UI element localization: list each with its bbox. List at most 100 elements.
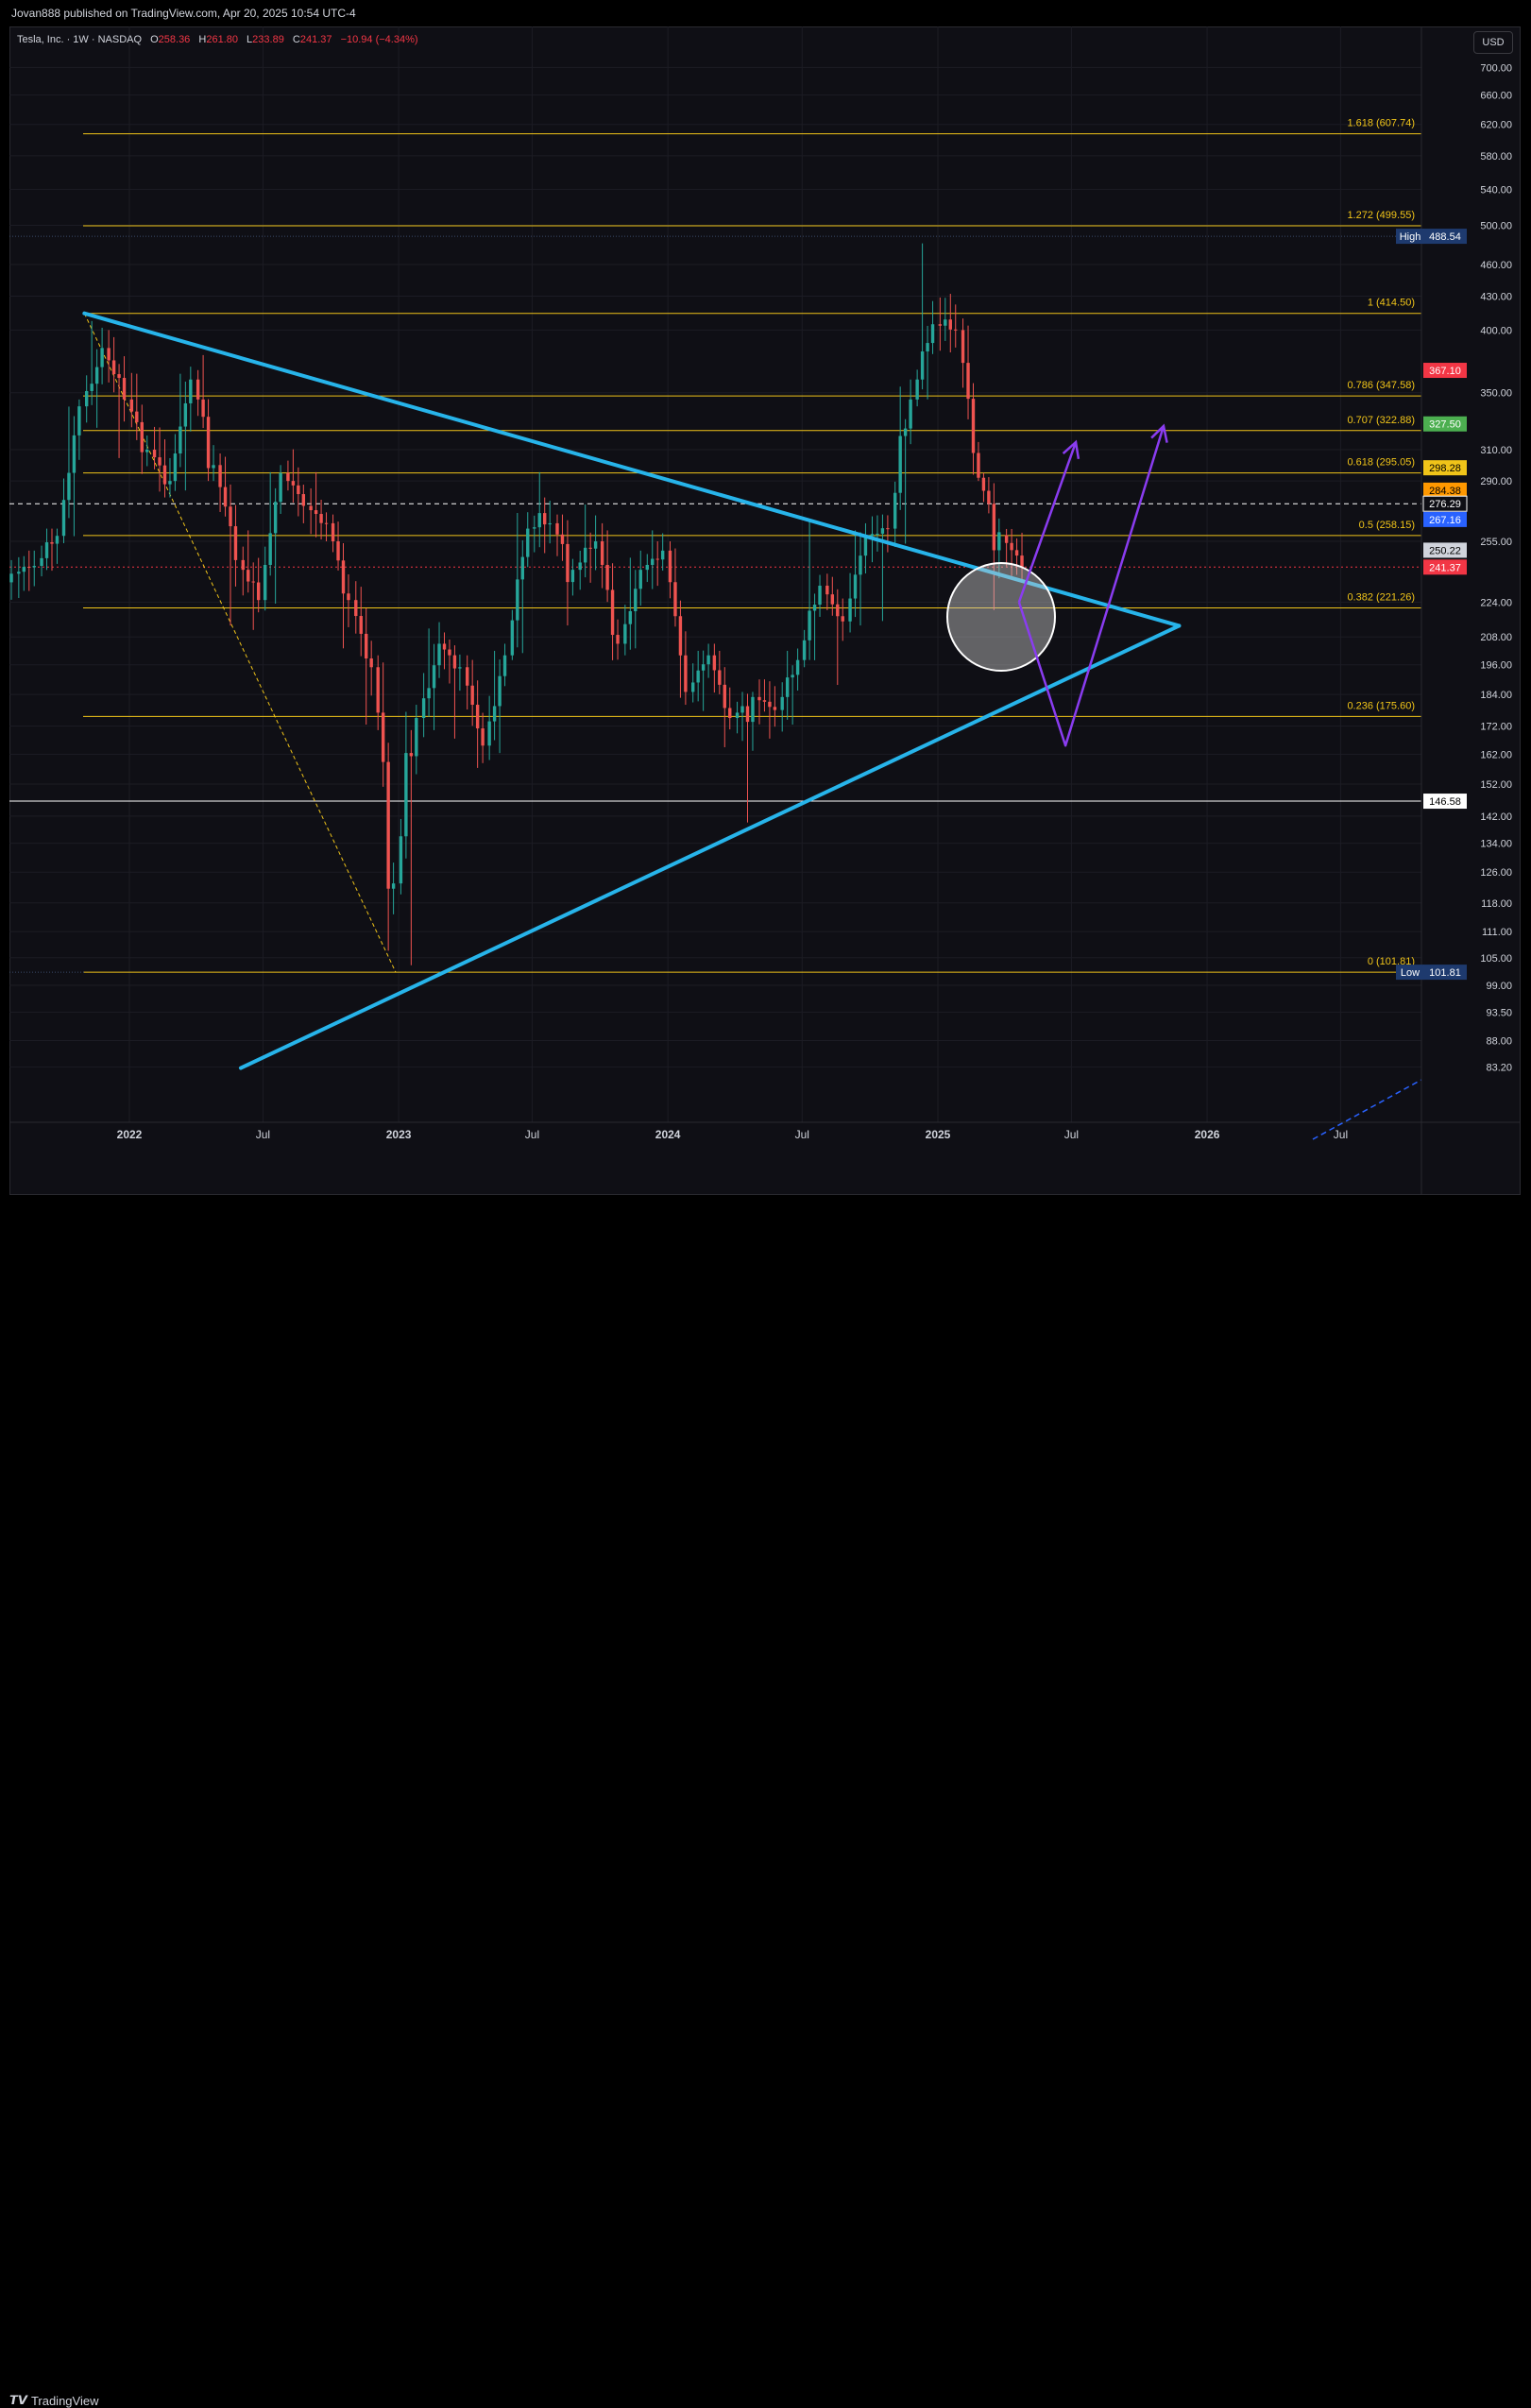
price-tick-label: 118.00	[1481, 898, 1512, 910]
fib-level-label: 1.618 (607.74)	[1347, 118, 1415, 129]
candle-body	[728, 708, 732, 719]
price-tag-bg	[1423, 460, 1467, 476]
price-tick-label: 105.00	[1480, 953, 1512, 965]
candle-body	[117, 374, 121, 379]
price-tick-label: 620.00	[1480, 120, 1512, 131]
candle-body	[578, 562, 582, 571]
candle-body	[537, 513, 541, 528]
trendline	[82, 311, 1182, 628]
price-tick-label: 208.00	[1480, 632, 1512, 643]
candle-body	[701, 664, 706, 671]
highlight-circle[interactable]	[946, 562, 1056, 672]
candle-body	[94, 367, 99, 384]
highlight-circle-shape	[946, 562, 1056, 672]
fib-level-label: 0.786 (347.58)	[1347, 380, 1415, 391]
price-tag-value: 298.28	[1429, 463, 1461, 474]
time-tick-label: 2024	[655, 1128, 681, 1141]
tradingview-logo[interactable]: 𝙏𝙑 TradingView	[9, 2393, 98, 2408]
time-axis[interactable]: 2022 Jul 2023 Jul 2024 Jul 2025 Jul 2026 Jul	[9, 1121, 1521, 1141]
candle-body	[987, 490, 991, 504]
fib-level-label: 0.382 (221.26)	[1347, 592, 1415, 604]
projection-paths[interactable]	[1017, 423, 1168, 747]
candle-body	[588, 547, 592, 549]
high-label: H	[198, 34, 207, 45]
price-tag-bg	[1422, 495, 1468, 512]
candle-body	[251, 581, 255, 583]
price-axis[interactable]: 700.00 660.00 620.00 580.00 540.00 500.00 460.…	[1420, 26, 1512, 1195]
price-tick-label: 580.00	[1480, 151, 1512, 162]
candle-body	[944, 319, 947, 326]
price-tag-value: 267.16	[1429, 515, 1461, 526]
candle-body	[145, 450, 149, 453]
candle-body	[548, 522, 552, 525]
candle-body	[791, 675, 794, 678]
fib-level-label: 0.236 (175.60)	[1347, 700, 1415, 711]
price-tag-bg	[1423, 542, 1467, 558]
candle-body	[673, 582, 677, 617]
candle-body	[920, 351, 925, 380]
candle-body	[336, 541, 340, 561]
currency-button[interactable]: USD	[1473, 31, 1513, 54]
horizontal-lines[interactable]	[9, 235, 1421, 973]
candle-body	[67, 472, 71, 501]
candle-body	[301, 494, 306, 506]
candle-body	[409, 753, 414, 757]
price-tag-value: 146.58	[1429, 796, 1461, 808]
price-tag-bg	[1423, 965, 1467, 981]
candle-body	[44, 542, 49, 558]
open-value: 258.36	[158, 34, 191, 45]
candle-body	[466, 667, 469, 686]
candle-body	[966, 363, 970, 400]
candle-body	[712, 655, 717, 671]
candle-body	[880, 528, 885, 534]
fib-retracement[interactable]: 1.618 (607.74) 1.272 (499.55) 1 (414.50) 0.…	[83, 118, 1421, 973]
candle-body	[825, 585, 829, 595]
candle-body	[723, 684, 726, 709]
candle-body	[886, 528, 890, 530]
candle-body	[201, 399, 205, 418]
price-tag-value: 488.54	[1429, 231, 1461, 243]
candle-body	[684, 655, 688, 692]
candle-body	[273, 502, 278, 534]
candle-body	[475, 705, 480, 729]
chart-canvas[interactable]: 1.618 (607.74) 1.272 (499.55) 1 (414.50) 0.…	[9, 26, 1521, 1195]
candle-body	[893, 492, 897, 529]
candle-body	[808, 610, 811, 640]
candle-body	[268, 533, 272, 565]
candle-body	[481, 728, 485, 746]
candle-body	[785, 677, 790, 697]
candle-body	[780, 696, 784, 710]
candle-body	[841, 616, 844, 622]
symbol-legend: Tesla, Inc. · 1W · NASDAQ O258.36 H261.8…	[17, 34, 424, 45]
symbol-name: Tesla, Inc. · 1W · NASDAQ	[17, 34, 143, 45]
candle-body	[458, 667, 462, 669]
candle-body	[233, 526, 238, 560]
candle-body	[812, 605, 817, 611]
candle-body	[77, 406, 81, 435]
candle-body	[347, 593, 350, 601]
price-tick-label: 99.00	[1486, 981, 1512, 992]
candle-body	[376, 667, 380, 713]
candle-body	[196, 379, 200, 400]
candle-body	[90, 384, 94, 391]
candle-body	[381, 712, 385, 762]
candle-body	[751, 696, 755, 723]
price-tick-label: 540.00	[1480, 184, 1512, 196]
candle-body	[1020, 555, 1024, 568]
candle-body	[623, 623, 627, 644]
candle-body	[555, 522, 559, 535]
candle-body	[50, 542, 54, 544]
trendlines[interactable]	[82, 311, 1422, 1140]
price-tag-value: 327.50	[1429, 419, 1461, 431]
candle-body	[189, 379, 193, 403]
candle-body	[696, 670, 700, 683]
price-tag-bg	[1423, 794, 1467, 810]
candle-body	[977, 453, 980, 478]
price-tick-label: 255.00	[1480, 537, 1512, 548]
candle-body	[319, 514, 323, 523]
price-tick-label: 290.00	[1480, 476, 1512, 487]
tradingview-logo-icon: 𝙏𝙑	[9, 2393, 27, 2407]
candle-body	[543, 513, 547, 525]
candle-body	[247, 570, 250, 582]
top-bar: Jovan888 published on TradingView.com, A…	[0, 0, 1531, 26]
